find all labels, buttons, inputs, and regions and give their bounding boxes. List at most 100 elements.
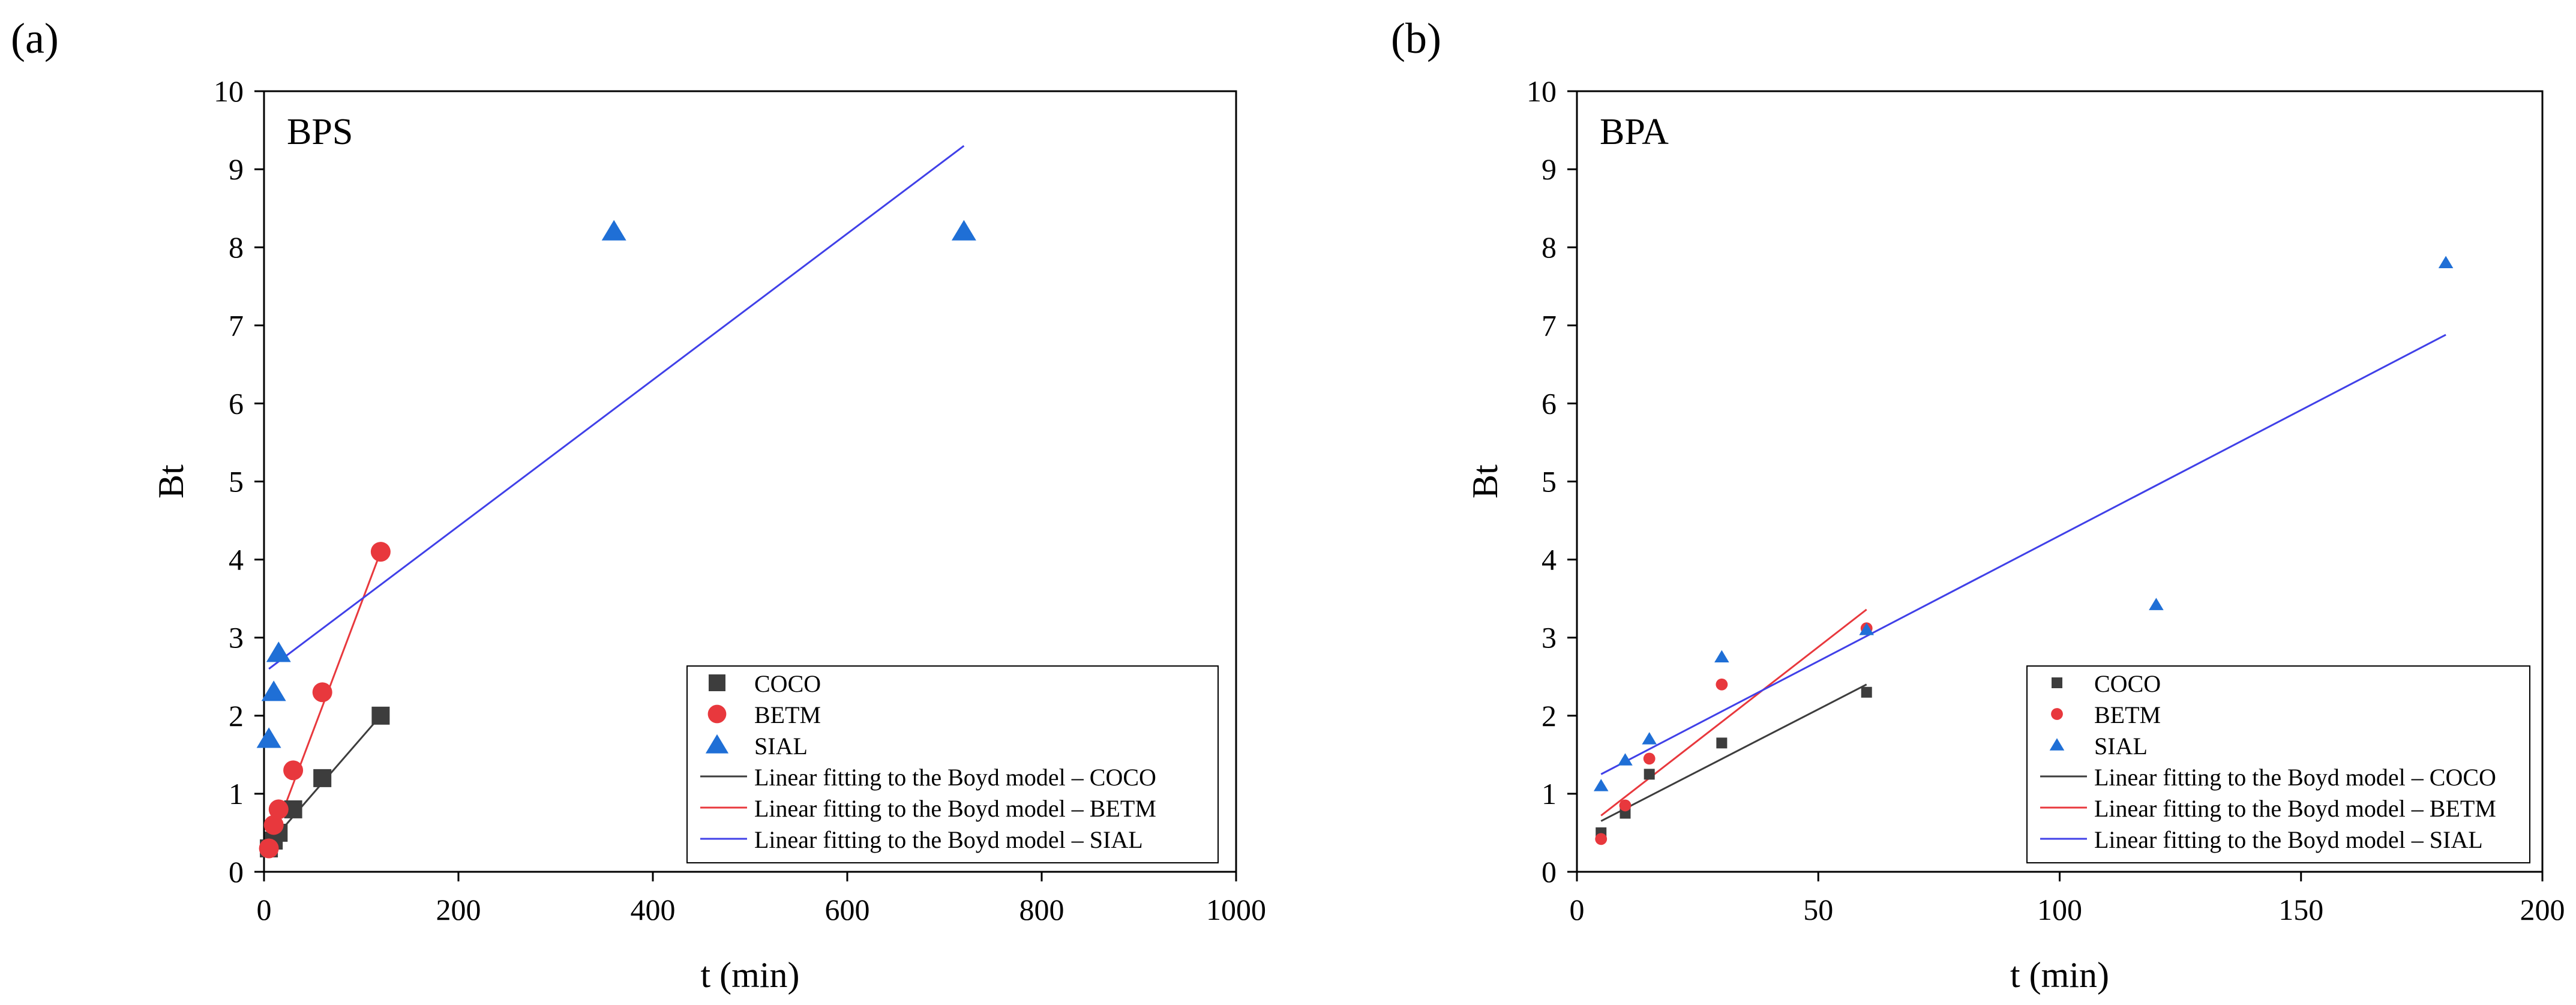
data-point-coco [1861, 686, 1872, 698]
panel-label: (b) [1391, 14, 1441, 62]
y-axis-label: Bt [151, 464, 191, 499]
legend-label: BETM [754, 701, 821, 728]
y-tick-label: 3 [1542, 621, 1557, 655]
legend-swatch [2049, 738, 2065, 751]
legend-item: Linear fitting to the Boyd model – COCO [2040, 764, 2496, 791]
data-point-betm [268, 799, 289, 820]
series-sial [1593, 256, 2454, 791]
chart-panel-bpa: (b) 0 50 100 150 200 0 1 2 3 4 5 6 7 8 9 10 t (min) Bt BPA C… [1391, 14, 2565, 995]
data-point-sial [1714, 650, 1729, 662]
legend-item: BETM [2051, 701, 2161, 728]
x-tick-label: 400 [631, 893, 676, 926]
legend-label: Linear fitting to the Boyd model – BETM [754, 795, 1156, 822]
y-tick-label: 2 [229, 699, 244, 733]
y-tick-label: 8 [1542, 230, 1557, 264]
data-point-sial [1593, 779, 1609, 791]
y-tick-label: 1 [229, 777, 244, 811]
legend-label: Linear fitting to the Boyd model – SIAL [2094, 826, 2483, 853]
fit-line-linear-fitting-to-the-boyd-model-sial [268, 145, 965, 670]
data-point-betm [263, 815, 284, 835]
y-tick-label: 5 [229, 465, 244, 499]
data-point-betm [312, 682, 332, 703]
chart-title: BPS [287, 112, 353, 152]
fit-line-linear-fitting-to-the-boyd-model-sial [1600, 334, 2446, 775]
x-tick-label: 200 [2520, 893, 2565, 926]
panel-label: (a) [11, 14, 59, 62]
fit-line-linear-fitting-to-the-boyd-model-betm [1600, 608, 1867, 817]
data-point-betm [259, 838, 279, 859]
legend-item: Linear fitting to the Boyd model – SIAL [700, 826, 1143, 853]
legend-item: Linear fitting to the Boyd model – COCO [700, 764, 1156, 791]
data-point-betm [1716, 678, 1728, 691]
legend: COCO BETM SIAL Linear fitting to the Boyd m… [2026, 665, 2530, 863]
data-point-coco [371, 706, 390, 725]
legend-label: Linear fitting to the Boyd model – COCO [2094, 764, 2496, 791]
y-tick-label: 5 [1542, 465, 1557, 499]
x-axis-label: t (min) [701, 955, 800, 995]
y-tick-label: 8 [229, 230, 244, 264]
legend-label: SIAL [754, 733, 808, 760]
legend-item: Linear fitting to the Boyd model – SIAL [2040, 826, 2483, 853]
data-point-sial [1642, 732, 1657, 745]
data-point-sial [601, 220, 626, 241]
legend-box [2026, 665, 2530, 863]
legend-label: Linear fitting to the Boyd model – BETM [2094, 795, 2496, 822]
legend-swatch [709, 674, 725, 691]
x-tick-label: 100 [2037, 893, 2082, 926]
x-tick-label: 800 [1019, 893, 1064, 926]
data-point-betm [283, 760, 304, 781]
legend-item: Linear fitting to the Boyd model – BETM [700, 795, 1156, 822]
y-tick-label: 7 [1542, 308, 1557, 342]
chart-title: BPA [1600, 112, 1669, 152]
series-betm [259, 542, 391, 859]
data-point-sial [2149, 598, 2164, 610]
x-tick-label: 1000 [1206, 893, 1266, 926]
data-point-sial [1859, 622, 1874, 635]
legend-swatch [2051, 708, 2063, 720]
y-tick-label: 2 [1542, 699, 1557, 733]
data-point-coco [313, 769, 332, 787]
legend-item: BETM [707, 701, 821, 728]
y-tick-label: 0 [229, 855, 244, 889]
y-tick-label: 7 [229, 308, 244, 342]
y-tick-label: 6 [1542, 386, 1557, 420]
data-point-betm [370, 542, 391, 562]
series-coco [1596, 686, 1872, 838]
x-tick-label: 0 [257, 893, 272, 926]
legend-item: SIAL [705, 733, 808, 760]
series-betm [1595, 622, 1873, 845]
y-tick-label: 10 [214, 74, 244, 108]
data-point-sial [266, 641, 291, 662]
x-tick-label: 600 [825, 893, 870, 926]
legend-item: SIAL [2049, 733, 2148, 760]
data-point-sial [2438, 256, 2454, 268]
legend-item: Linear fitting to the Boyd model – BETM [2040, 795, 2496, 822]
data-point-betm [1643, 752, 1656, 765]
legend-label: COCO [754, 670, 821, 697]
y-tick-label: 3 [229, 621, 244, 655]
series-sial [256, 220, 976, 748]
legend: COCO BETM SIAL Linear fitting to the Boyd m… [686, 665, 1219, 863]
legend-item: COCO [2052, 670, 2161, 697]
x-tick-label: 150 [2278, 893, 2323, 926]
legend-swatch [707, 704, 727, 724]
legend-item: COCO [709, 670, 821, 697]
legend-swatch [705, 734, 729, 754]
series-coco [260, 706, 390, 857]
y-tick-label: 9 [229, 152, 244, 186]
legend-swatch [2052, 677, 2062, 688]
legend-label: Linear fitting to the Boyd model – COCO [754, 764, 1156, 791]
y-tick-label: 4 [229, 543, 244, 577]
data-point-sial [256, 727, 281, 748]
data-point-sial [1618, 753, 1633, 766]
data-point-coco [1644, 769, 1655, 780]
data-point-coco [1716, 737, 1728, 749]
legend-label: SIAL [2094, 733, 2148, 760]
y-tick-label: 0 [1542, 855, 1557, 889]
data-point-betm [1619, 799, 1632, 812]
legend-label: BETM [2094, 701, 2161, 728]
x-tick-label: 0 [1570, 893, 1585, 926]
y-tick-label: 4 [1542, 543, 1557, 577]
y-tick-label: 6 [229, 386, 244, 420]
